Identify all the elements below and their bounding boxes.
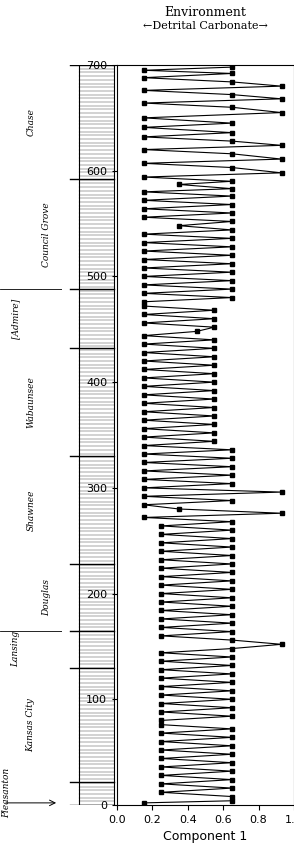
Text: Chase: Chase (26, 108, 36, 136)
Text: Environment: Environment (165, 5, 246, 18)
Text: ←Detrital Carbonate→: ←Detrital Carbonate→ (143, 21, 268, 31)
Text: Shawnee: Shawnee (26, 490, 36, 531)
X-axis label: Component 1: Component 1 (163, 830, 248, 843)
Text: Wabaunsee: Wabaunsee (26, 376, 36, 428)
Text: Pleasanton: Pleasanton (2, 768, 11, 818)
Text: Council Grove: Council Grove (42, 202, 51, 266)
Text: Kansas City: Kansas City (26, 698, 36, 752)
Text: Lansing: Lansing (11, 631, 20, 667)
Text: [Admire]: [Admire] (11, 298, 20, 339)
Text: Douglas: Douglas (42, 579, 51, 616)
